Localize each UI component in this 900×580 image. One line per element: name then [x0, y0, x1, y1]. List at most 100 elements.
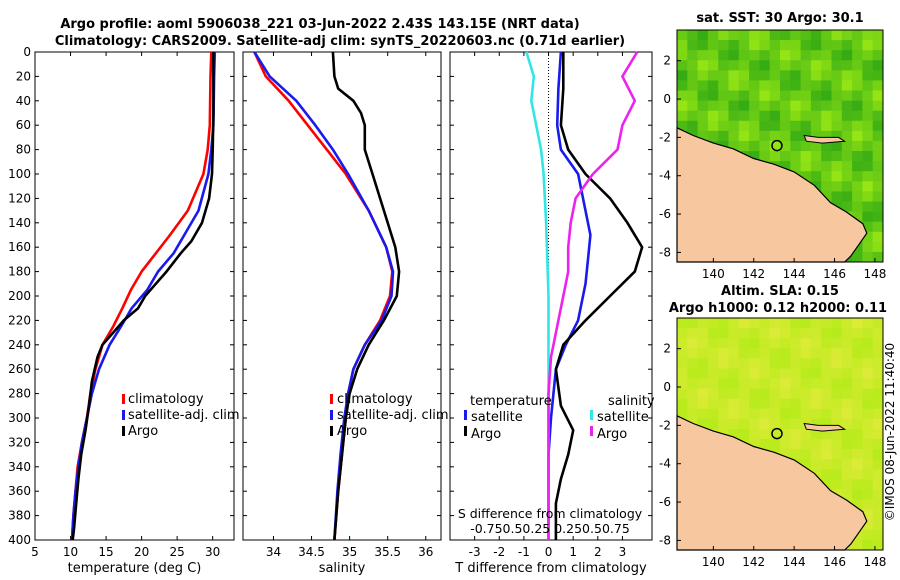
sst-cell [718, 80, 729, 92]
sla-cell [759, 418, 771, 430]
sst-cell [697, 110, 709, 122]
sla-map: 140 142 144 146 148 2 0 -2 -4 -6 -8 Altim. SLA: 0.1… [659, 284, 887, 569]
sla-title: Altim. SLA: 0.15 [721, 284, 839, 299]
sst-cell [831, 181, 843, 192]
sla-cell [790, 439, 802, 450]
sla-cell [862, 338, 874, 349]
sst-argo-marker [771, 139, 783, 152]
temp-ytick-label: 20 [16, 69, 31, 83]
sst-cell [862, 161, 874, 172]
sst-cell [728, 70, 740, 81]
sla-cell [831, 459, 843, 470]
sst-cell [769, 100, 781, 112]
sla-cell [697, 328, 709, 339]
sla-cell [841, 338, 853, 349]
sla-landmass [676, 414, 868, 551]
sla-cell [769, 348, 781, 359]
sst-cell [862, 120, 874, 132]
sst-cell [780, 90, 791, 102]
sst-cell [769, 30, 781, 41]
sla-cell [862, 529, 874, 541]
sst-cell [759, 140, 771, 152]
sst-cell [800, 50, 812, 61]
sla-cell [697, 368, 709, 380]
sla-cell [852, 479, 863, 490]
sst-cell [810, 151, 822, 162]
sla-cell [872, 529, 884, 541]
sst-cell [872, 70, 884, 81]
sla-cell [697, 398, 709, 410]
sst-cell [697, 120, 709, 132]
sla-cell [738, 368, 750, 380]
sla-cell [677, 398, 688, 410]
sla-cell [800, 398, 812, 410]
sst-cell [780, 70, 791, 81]
sst-cell [852, 130, 863, 142]
sst-cell [759, 30, 771, 41]
sst-cell [862, 201, 874, 213]
sst-cell [707, 80, 719, 92]
sla-cell [780, 338, 791, 349]
sst-cell [821, 30, 832, 41]
sla-cell [821, 318, 832, 329]
diff-legend-label: satellite [597, 410, 649, 425]
sst-cell [852, 251, 863, 263]
sla-cell [872, 539, 884, 551]
temp-ytick-label: 100 [8, 167, 31, 181]
sst-cell [687, 120, 699, 132]
sst-cell [780, 161, 791, 172]
sla-cell [738, 408, 750, 420]
sst-cell [800, 140, 812, 152]
sst-cell [821, 100, 832, 112]
sla-cell [687, 318, 699, 329]
sst-cell [769, 70, 781, 81]
sst-cell [749, 50, 760, 61]
sla-cell [852, 348, 863, 359]
sst-cell [852, 30, 863, 41]
sst-cell [852, 140, 863, 152]
sla-xtick-label: 146 [823, 555, 846, 569]
sla-cell [821, 439, 832, 450]
sst-cell [831, 171, 843, 182]
sst-cell [852, 40, 863, 51]
temp-ytick-label: 400 [8, 533, 31, 547]
diff-top-ticks: -0.750.50.25 0.250.50.75 [470, 521, 630, 536]
sla-cell [687, 368, 699, 380]
sla-cell [852, 408, 863, 420]
sst-cell [697, 30, 709, 41]
sla-cell [718, 358, 729, 369]
sal-xlabel: salinity [319, 561, 366, 576]
sla-cell [738, 428, 750, 440]
sst-cell [707, 40, 719, 51]
sst-cell [738, 90, 750, 102]
sst-cell [800, 70, 812, 81]
sla-cell [677, 388, 688, 400]
sla-cell [687, 378, 699, 390]
sla-cell [800, 318, 812, 329]
sla-cell [831, 348, 843, 359]
sla-cell [749, 428, 760, 440]
sla-cell [780, 439, 791, 450]
sla-cell [841, 469, 853, 480]
sla-cell [780, 318, 791, 329]
sst-cell [872, 30, 884, 41]
temp-ytick-label: 80 [16, 143, 31, 157]
sst-cell [790, 161, 802, 172]
sst-cell [687, 90, 699, 102]
sst-cell [749, 80, 760, 92]
sst-cell [707, 120, 719, 132]
sst-cell [862, 80, 874, 92]
diff-legend-label: Argo [597, 427, 627, 442]
sla-cell [759, 388, 771, 400]
sal-panel: 34 34.5 35 35.5 36 salinity climatologysatelli… [242, 51, 449, 576]
sst-cell [872, 100, 884, 112]
sla-cell [872, 439, 884, 450]
sla-cell [677, 328, 688, 339]
diff-legend-label: Argo [471, 427, 501, 442]
sst-cell [790, 151, 802, 162]
sst-cell [738, 110, 750, 122]
sst-cell [872, 221, 884, 233]
sla-cell [810, 439, 822, 450]
sla-cell [821, 418, 832, 430]
sla-cell [790, 428, 802, 440]
